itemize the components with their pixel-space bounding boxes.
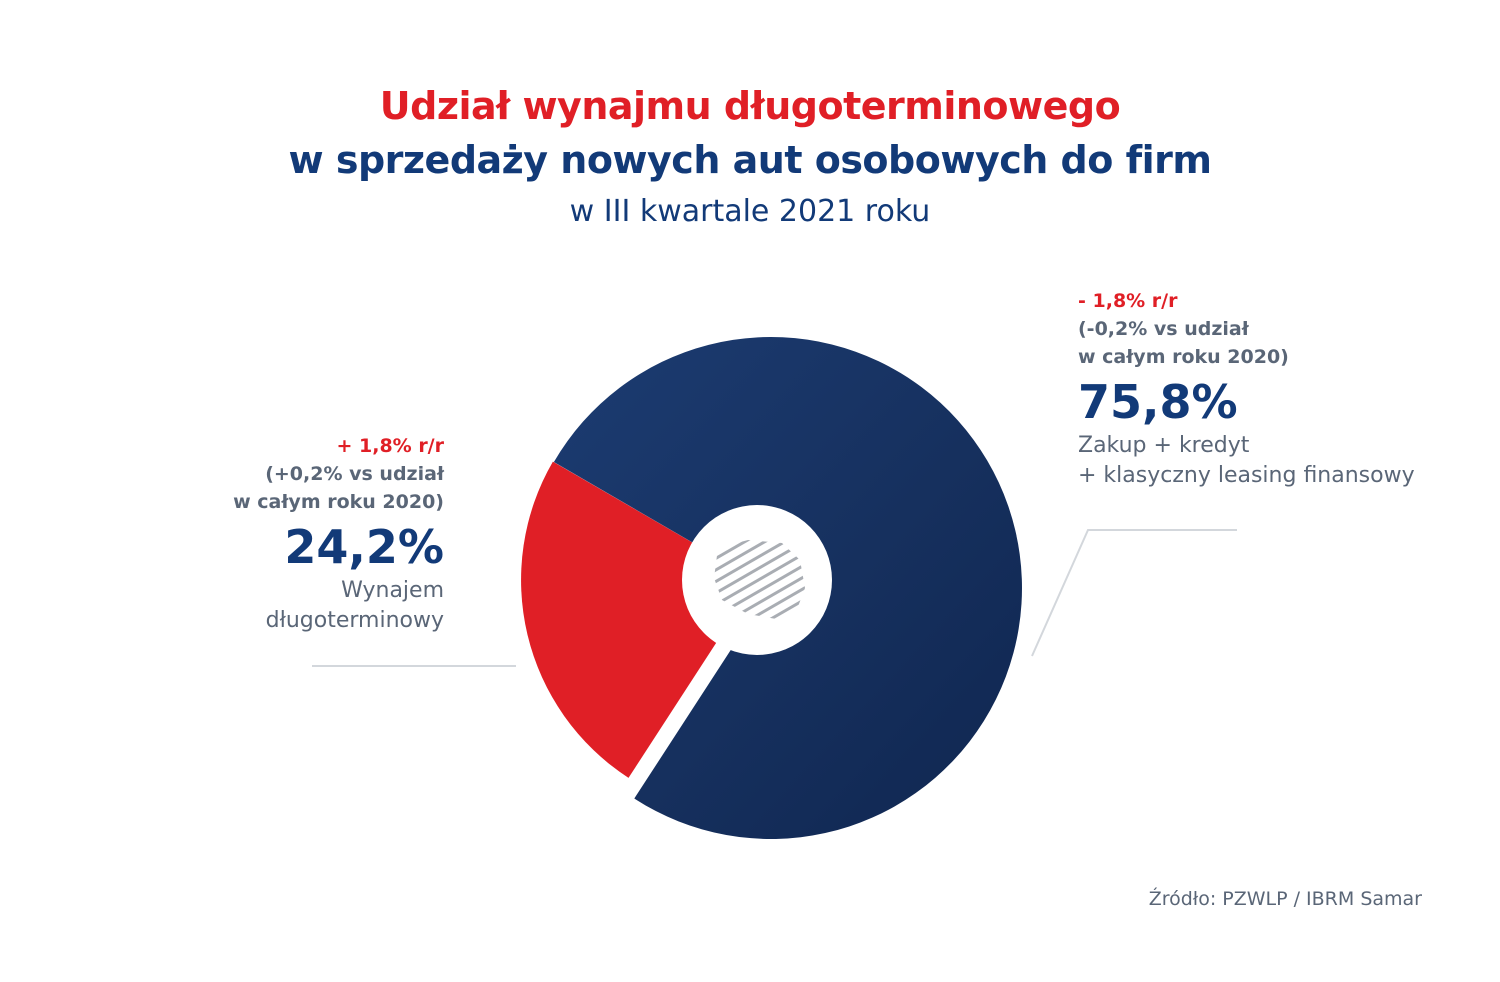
desc-right-line1: Zakup + kredyt bbox=[1078, 433, 1250, 458]
poland-map-icon bbox=[714, 540, 805, 620]
label-purchase-credit-leasing: - 1,8% r/r (-0,2% vs udział w całym roku… bbox=[1078, 287, 1415, 491]
chart-title-line2: w sprzedaży nowych aut osobowych do firm bbox=[288, 138, 1212, 182]
percent-left: 24,2% bbox=[284, 520, 444, 574]
desc-right-line2: + klasyczny leasing finansowy bbox=[1078, 463, 1415, 488]
desc-left-line1: Wynajem bbox=[341, 578, 444, 603]
note-right-line1: (-0,2% vs udział bbox=[1078, 318, 1249, 340]
note-right-line2: w całym roku 2020) bbox=[1078, 346, 1289, 368]
note-left-line1: (+0,2% vs udział bbox=[265, 463, 444, 485]
chart-subtitle: w III kwartale 2021 roku bbox=[569, 194, 931, 229]
source-note: Źródło: PZWLP / IBRM Samar bbox=[1148, 888, 1422, 910]
chart-title-line1: Udział wynajmu długoterminowego bbox=[379, 84, 1121, 128]
change-yoy-left: + 1,8% r/r bbox=[336, 435, 444, 457]
label-long-term-rental: + 1,8% r/r (+0,2% vs udział w całym roku… bbox=[233, 432, 444, 636]
percent-right: 75,8% bbox=[1078, 375, 1238, 429]
leader-line-right bbox=[1031, 529, 1237, 657]
change-yoy-right: - 1,8% r/r bbox=[1078, 290, 1178, 312]
note-left-line2: w całym roku 2020) bbox=[233, 491, 444, 513]
desc-left-line2: długoterminowy bbox=[265, 608, 444, 633]
slice-long-term-rental bbox=[521, 461, 757, 778]
